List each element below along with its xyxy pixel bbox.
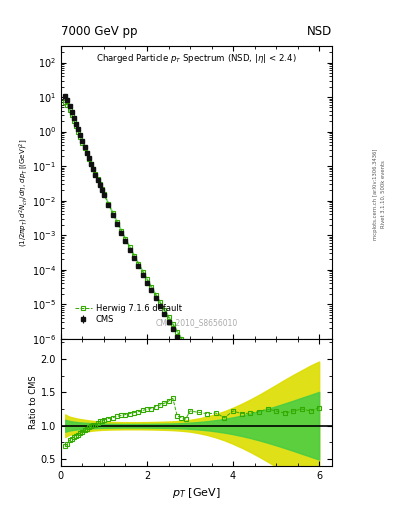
Herwig 7.1.6 default	[63, 99, 68, 105]
Y-axis label: Ratio to CMS: Ratio to CMS	[29, 375, 38, 429]
Herwig 7.1.6 default	[158, 299, 162, 305]
Y-axis label: $(1/2\pi p_T)\,d^2N_{ch}/d\eta,\,dp_T\,[\mathrm{(GeV)}^2]$: $(1/2\pi p_T)\,d^2N_{ch}/d\eta,\,dp_T\,[…	[18, 138, 31, 247]
Text: 7000 GeV pp: 7000 GeV pp	[61, 26, 138, 38]
Herwig 7.1.6 default	[82, 145, 87, 151]
Herwig 7.1.6 default	[110, 210, 115, 216]
Line: Herwig 7.1.6 default: Herwig 7.1.6 default	[63, 99, 321, 512]
Legend: Herwig 7.1.6 default, CMS: Herwig 7.1.6 default, CMS	[73, 302, 184, 326]
X-axis label: $p_T$ [GeV]: $p_T$ [GeV]	[172, 486, 221, 500]
Text: CMS_2010_S8656010: CMS_2010_S8656010	[155, 318, 238, 327]
Text: mcplots.cern.ch [arXiv:1306.3436]: mcplots.cern.ch [arXiv:1306.3436]	[373, 149, 378, 240]
Herwig 7.1.6 default	[149, 284, 154, 290]
Text: Charged Particle $p_T$ Spectrum (NSD, $|\eta|$ < 2.4): Charged Particle $p_T$ Spectrum (NSD, $|…	[96, 52, 297, 65]
Text: Rivet 3.1.10, 500k events: Rivet 3.1.10, 500k events	[381, 161, 386, 228]
Herwig 7.1.6 default	[179, 336, 184, 342]
Text: NSD: NSD	[307, 26, 332, 38]
Herwig 7.1.6 default	[162, 307, 167, 313]
